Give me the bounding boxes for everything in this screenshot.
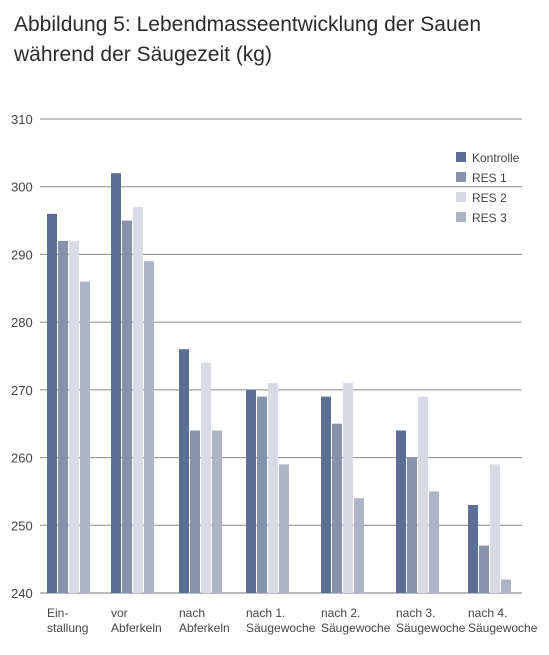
y-tick-label: 250 [11, 518, 33, 533]
bar [501, 579, 511, 593]
bar [58, 240, 68, 593]
bar [212, 430, 222, 593]
y-tick-label: 310 [11, 112, 33, 127]
y-tick-label: 260 [11, 451, 33, 466]
bar [332, 423, 342, 593]
x-category-label: nach 2. [321, 606, 360, 620]
legend-label: RES 1 [472, 171, 507, 185]
bars [47, 173, 511, 594]
x-category-label: nach [179, 606, 205, 620]
y-tick-label: 300 [11, 180, 33, 195]
y-tick-label: 280 [11, 315, 33, 330]
bar [429, 491, 439, 593]
chart-title-line2: während der Säugezeit (kg) [14, 43, 272, 66]
x-category-label: Säugewoche [246, 621, 316, 635]
x-category-label: Säugewoche [396, 621, 466, 635]
x-category-label: nach 1. [246, 606, 285, 620]
bar [279, 464, 289, 593]
bar [69, 240, 79, 593]
bar [80, 281, 90, 593]
x-category-label: stallung [47, 621, 88, 635]
x-category-label: nach 3. [396, 606, 435, 620]
bar [111, 173, 121, 593]
legend-label: RES 2 [472, 191, 507, 205]
chart-title: Abbildung 5: Lebendmasseentwicklung der … [14, 10, 539, 70]
y-axis-ticks: 240 250 260 270 280 290 300 310 [11, 112, 33, 601]
bar [490, 464, 500, 593]
bar [144, 261, 154, 593]
legend-label: RES 3 [472, 211, 507, 225]
bar [122, 220, 132, 594]
legend: Kontrolle RES 1 RES 2 RES 3 [456, 151, 520, 225]
chart-title-line1: Abbildung 5: Lebendmasseentwicklung der … [14, 13, 481, 36]
y-tick-label: 240 [11, 586, 33, 601]
bar [268, 383, 278, 593]
bar [468, 504, 478, 593]
x-category-label: nach 4. [468, 606, 507, 620]
legend-label: Kontrolle [472, 151, 520, 165]
bar [133, 207, 143, 593]
bar [321, 396, 331, 593]
x-category-label: Säugewoche [321, 621, 391, 635]
bar [396, 430, 406, 593]
x-category-label: vor [111, 606, 128, 620]
x-category-label: Abferkeln [111, 621, 162, 635]
bar [479, 545, 489, 593]
x-axis-categories: Ein-stallungvorAbferkelnnachAbferkelnnac… [47, 606, 538, 635]
x-category-label: Abferkeln [179, 621, 230, 635]
legend-swatch [456, 152, 466, 162]
x-category-label: Ein- [47, 606, 68, 620]
bar [179, 349, 189, 593]
bar [257, 396, 267, 593]
bar [246, 389, 256, 593]
y-tick-label: 270 [11, 383, 33, 398]
x-category-label: Säugewoche [468, 621, 538, 635]
bar [190, 430, 200, 593]
legend-swatch [456, 172, 466, 182]
bar [418, 396, 428, 593]
legend-swatch [456, 212, 466, 222]
bar [407, 457, 417, 593]
bar [47, 213, 57, 594]
bar [343, 383, 353, 593]
bar [354, 498, 364, 593]
bar [201, 362, 211, 593]
y-tick-label: 290 [11, 247, 33, 262]
legend-swatch [456, 192, 466, 202]
